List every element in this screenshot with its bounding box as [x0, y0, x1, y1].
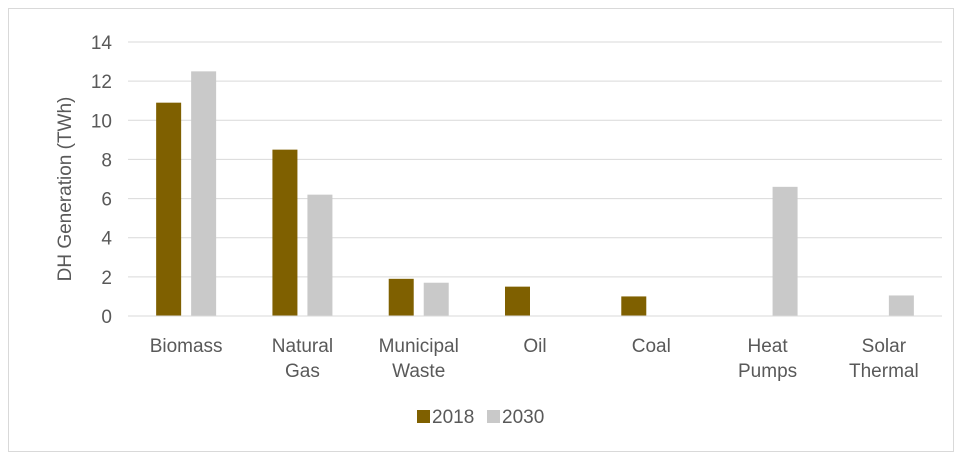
- gridlines: [128, 41, 942, 278]
- x-tick-label: Thermal: [849, 361, 919, 382]
- y-tick-label: 6: [101, 190, 112, 211]
- legend-swatch-2018: [417, 410, 430, 423]
- x-tick-label: Waste: [392, 361, 445, 382]
- y-tick-label: 0: [101, 307, 112, 328]
- x-tick-label: Natural: [272, 336, 333, 357]
- bar-2018-oil: [505, 286, 530, 316]
- bar-2030-biomass: [191, 71, 217, 316]
- legend-swatch-2030: [487, 410, 500, 423]
- y-tick-label: 14: [91, 33, 113, 54]
- x-tick-label: Pumps: [738, 361, 797, 382]
- y-tick-label: 2: [101, 268, 112, 289]
- x-tick-label: Oil: [523, 336, 546, 357]
- bar-2018-municipal-waste: [388, 278, 414, 316]
- y-axis-title: DH Generation (TWh): [55, 97, 76, 282]
- x-tick-label: Municipal: [379, 336, 459, 357]
- bar-2030-heat-pumps: [772, 186, 798, 316]
- legend: 2018 2030: [417, 407, 544, 428]
- bar-2018-natural-gas: [272, 149, 298, 316]
- bar-2030-municipal-waste: [423, 282, 449, 316]
- bar-2030-solar-thermal: [888, 295, 914, 316]
- x-axis-category-labels: Biomass Natural Gas Municipal Waste Oil Coal He…: [150, 336, 919, 382]
- bar-2018-biomass: [156, 102, 182, 317]
- y-tick-label: 12: [91, 72, 112, 93]
- legend-label-2018: 2018: [432, 407, 474, 428]
- x-tick-label: Coal: [632, 336, 671, 357]
- x-tick-label: Heat: [748, 336, 789, 357]
- x-tick-label: Solar: [862, 336, 907, 357]
- bar-2030-natural-gas: [307, 194, 333, 316]
- y-axis-ticks: 0 2 4 6 8 10 12 14: [91, 33, 113, 328]
- bars: [156, 71, 914, 317]
- y-tick-label: 4: [101, 229, 112, 250]
- legend-label-2030: 2030: [502, 407, 544, 428]
- y-tick-label: 8: [101, 150, 112, 171]
- y-tick-label: 10: [91, 111, 112, 132]
- x-tick-label: Biomass: [150, 336, 223, 357]
- bar-2018-coal: [621, 296, 647, 316]
- x-tick-label: Gas: [285, 361, 320, 382]
